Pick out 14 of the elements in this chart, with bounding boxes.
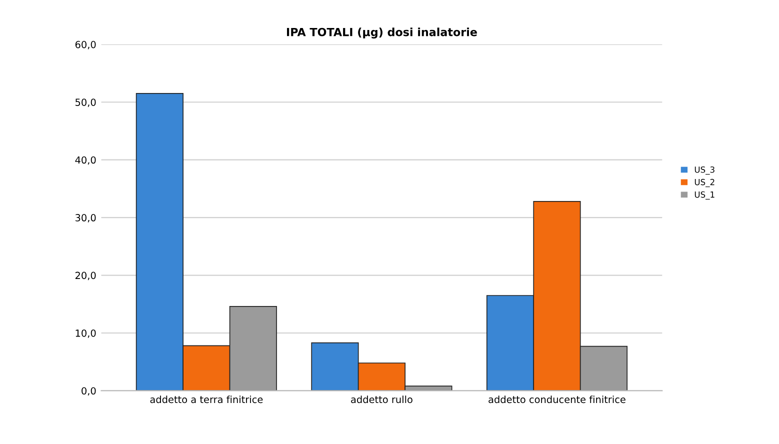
legend-label: US_2	[694, 178, 714, 188]
y-tick-label: 30,0	[76, 214, 96, 222]
legend-label: US_1	[694, 191, 714, 200]
legend-label: US_3	[694, 166, 714, 175]
x-tick-label: addetto rullo	[351, 396, 412, 404]
y-tick-label: 40,0	[75, 156, 96, 165]
y-tick-label: 20,0	[75, 272, 96, 280]
x-tick-label: addetto conducente finitrice	[488, 396, 626, 404]
x-tick-label: addetto a terra finitrice	[150, 396, 263, 404]
y-tick-label: 50,0	[76, 98, 96, 107]
y-tick-label: 60,0	[75, 40, 96, 50]
y-tick-label: 10,0	[76, 329, 96, 338]
chart-title: IPA TOTALI (µg) dosi inalatorie	[286, 28, 477, 38]
y-tick-label: 0,0	[82, 387, 96, 396]
